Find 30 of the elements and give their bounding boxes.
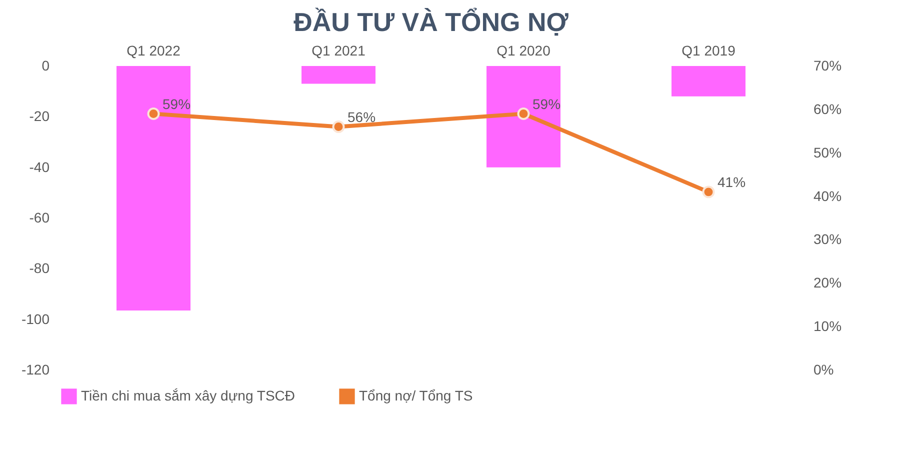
x-tick-label: Q1 2020 — [496, 42, 551, 58]
y2-tick-label: 70% — [814, 58, 842, 74]
y-tick-label: -20 — [29, 108, 50, 124]
y-tick-label: -80 — [29, 260, 50, 276]
chart-title: ĐẦU TƯ VÀ TỔNG NỢ — [294, 7, 570, 37]
y-tick-label: -120 — [21, 362, 50, 378]
point — [147, 108, 160, 120]
data-label: 41% — [718, 174, 746, 190]
y-tick-label: -100 — [21, 310, 50, 327]
y2-tick-label: 40% — [814, 188, 842, 204]
x-tick-label: Q1 2019 — [682, 42, 736, 58]
y2-tick-label: 10% — [814, 318, 842, 334]
point — [517, 108, 530, 120]
x-tick-label: Q1 2022 — [126, 42, 181, 58]
y-tick-label: -60 — [29, 210, 50, 226]
y2-tick-label: 20% — [814, 274, 842, 291]
y2-tick-label: 30% — [814, 231, 842, 248]
point — [332, 120, 345, 134]
y2-tick-label: 60% — [814, 100, 842, 117]
y-tick-label: -40 — [29, 158, 50, 175]
point — [702, 186, 715, 198]
y2-tick-label: 50% — [814, 144, 842, 160]
y-tick-label: 0 — [42, 58, 50, 74]
y2-tick-label: 0% — [814, 362, 834, 378]
x-tick-label: Q1 2021 — [312, 42, 366, 58]
data-label: 59% — [532, 96, 561, 112]
data-label: 59% — [162, 96, 191, 112]
legend-label: Tiền chi mua sắm xây dựng TSCĐ — [81, 387, 296, 404]
legend-label: Tổng nợ/ Tổng TS — [359, 387, 473, 404]
data-label: 56% — [348, 108, 376, 125]
